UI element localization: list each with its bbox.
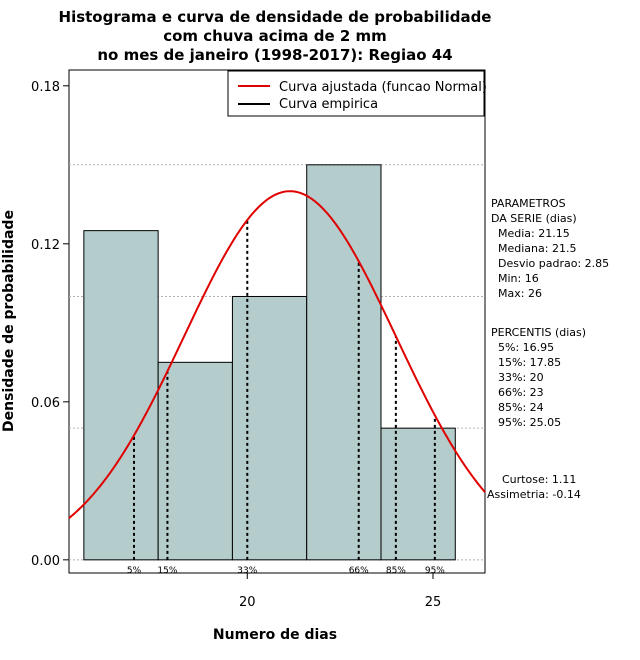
params-block-line-5: Min: 16 [498, 272, 539, 285]
params-block-line-4: Desvio padrao: 2.85 [498, 257, 609, 270]
x-tick-label-1: 25 [425, 595, 442, 610]
histogram-bars [83, 164, 456, 561]
chart-title-line-3: no mes de janeiro (1998-2017): Regiao 44 [97, 46, 452, 64]
percentis-block-line-1: 5%: 16.95 [498, 341, 554, 354]
percentile-label-5: 95% [425, 566, 445, 576]
legend-box [227, 70, 485, 117]
shape-block-line-1: Assimetria: -0.14 [487, 488, 581, 501]
histogram-bar-0 [83, 230, 159, 561]
percentis-block-line-3: 33%: 20 [498, 371, 544, 384]
legend-empirical-label: Curva empirica [279, 97, 378, 112]
params-block-line-6: Max: 26 [498, 287, 542, 300]
chart-title-line-2: com chuva acima de 2 mm [163, 27, 387, 45]
percentis-block-line-4: 66%: 23 [498, 386, 544, 399]
params-block-line-2: Media: 21.15 [498, 227, 570, 240]
percentis-block-line-2: 15%: 17.85 [498, 356, 561, 369]
x-axis-title: Numero de dias [213, 627, 337, 643]
y-tick-label-0: 0.00 [31, 554, 60, 569]
histogram-bar-2 [231, 295, 308, 561]
y-tick-label-3: 0.18 [31, 80, 60, 95]
percentile-label-1: 15% [157, 566, 177, 576]
percentis-block-line-5: 85%: 24 [498, 401, 544, 414]
histogram-bar-3 [306, 164, 382, 561]
chart-title-line-1: Histograma e curva de densidade de proba… [59, 8, 492, 26]
plot-frame [68, 69, 486, 574]
x-tick-label-0: 20 [239, 595, 256, 610]
side-statistics: PARAMETROS DA SERIE (dias) Media: 21.15 Med… [487, 197, 609, 501]
percentile-label-2: 33% [237, 566, 257, 576]
legend: Curva ajustada (funcao Normal) Curva emp… [227, 70, 487, 117]
axes: 0.00 0.06 0.12 0.18 20 25 [31, 80, 441, 610]
percentile-label-3: 66% [349, 566, 369, 576]
histogram-bar-4 [380, 427, 456, 561]
legend-fitted-label: Curva ajustada (funcao Normal) [279, 80, 487, 95]
percentile-label-4: 85% [386, 566, 406, 576]
percentis-block-line-0: PERCENTIS (dias) [491, 326, 586, 339]
params-block-line-3: Mediana: 21.5 [498, 242, 576, 255]
y-tick-label-1: 0.06 [31, 396, 60, 411]
params-block-line-1: DA SERIE (dias) [491, 212, 577, 225]
percentile-label-0: 5% [127, 566, 142, 576]
percentile-lines: 5% 15% 33% 66% 85% 95% [127, 220, 445, 576]
fitted-normal-curve [68, 190, 486, 519]
histogram-bar-1 [157, 361, 233, 561]
params-block-line-0: PARAMETROS [491, 197, 566, 210]
percentis-block-line-6: 95%: 25.05 [498, 416, 561, 429]
y-tick-label-2: 0.12 [31, 238, 60, 253]
y-axis-title: Densidade de probabilidade [1, 210, 17, 432]
shape-block-line-0: Curtose: 1.11 [502, 473, 576, 486]
